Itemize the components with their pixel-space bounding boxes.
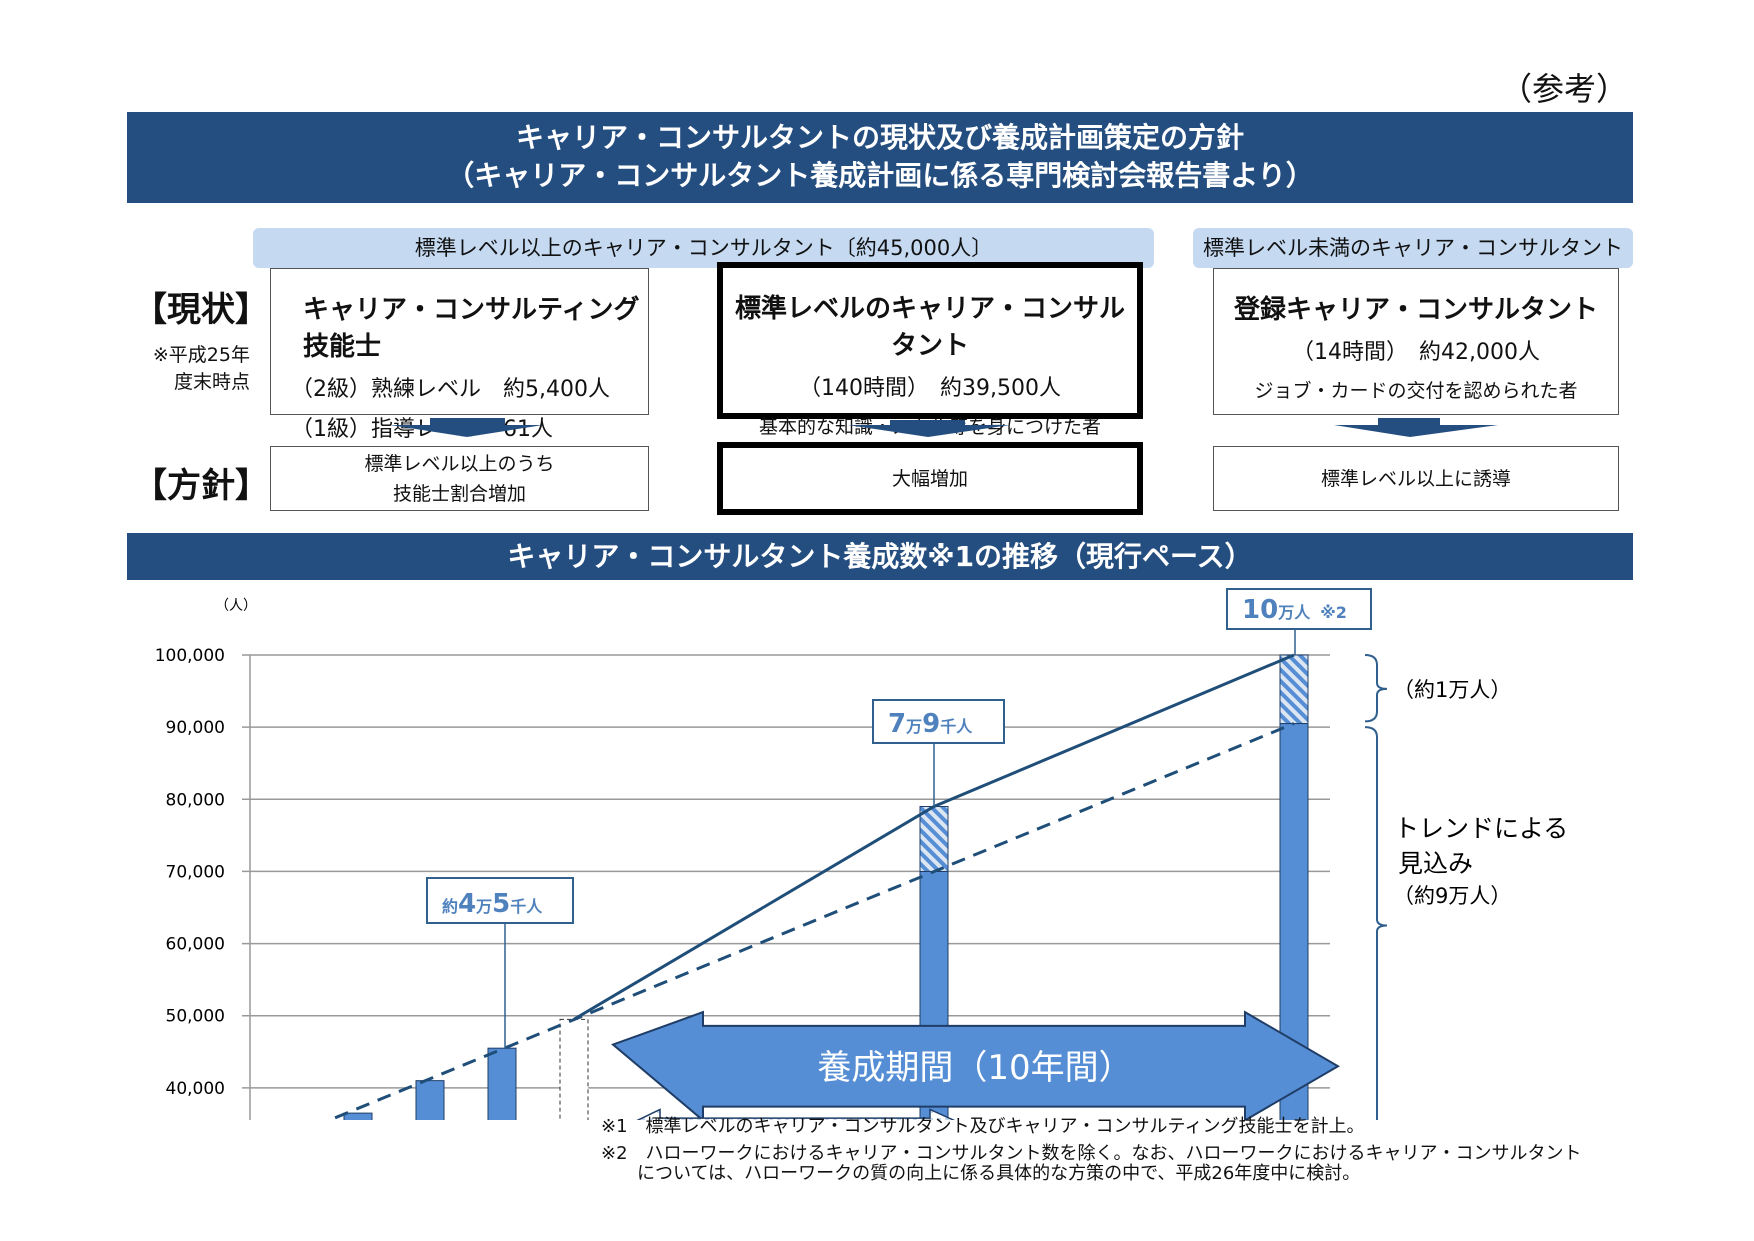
trend-label-3: （約9万人） [1393, 884, 1511, 908]
bar-hatched-extra [1279, 654, 1309, 725]
value-callout-box [1226, 588, 1372, 630]
policy-line: 技能士割合増加 [392, 482, 526, 505]
callout-part3: 千人 [940, 717, 973, 736]
title-line-1: キャリア・コンサルタントの現状及び養成計画策定の方針 [515, 121, 1244, 154]
value-callout-text: 10万人 ※2 [1242, 595, 1347, 625]
title-banner: キャリア・コンサルタントの現状及び養成計画策定の方針 （キャリア・コンサルタント… [127, 112, 1633, 203]
callout-big1: 4 [458, 889, 476, 919]
footnote-1: ※1 標準レベルのキャリア・コンサルタント及びキャリア・コンサルティング技能士を… [601, 1116, 1365, 1137]
callout-big2: 9 [922, 709, 940, 739]
callout-note: ※2 [1320, 603, 1347, 622]
bar [487, 1047, 517, 1120]
trend-label-1: トレンドによる [1394, 814, 1568, 843]
callout-big2: 5 [492, 889, 510, 919]
value-callout-box [426, 877, 574, 924]
series-line-dashed [325, 722, 1295, 1120]
callout-part3: 千人 [510, 897, 543, 916]
policy-box-skilled: 標準レベル以上のうち 技能士割合増加 [270, 446, 649, 511]
bar [415, 1080, 445, 1120]
group-header-below-standard: 標準レベル未満のキャリア・コンサルタント [1193, 228, 1633, 268]
policy-line: 大幅増加 [891, 467, 968, 490]
policy-label: 【方針】 [133, 466, 269, 506]
bar [343, 1112, 373, 1120]
policy-line: 標準レベル以上のうち [364, 452, 555, 475]
chart-banner: キャリア・コンサルタント養成数※1の推移（現行ペース） [127, 533, 1633, 580]
y-axis-unit: （人） [215, 598, 257, 614]
title-line-2: （キャリア・コンサルタント養成計画に係る専門検討会報告書より） [446, 159, 1314, 192]
policy-line: 標準レベル以上に誘導 [1320, 467, 1511, 490]
bar-projected [559, 1018, 589, 1120]
y-tick-label: 90,000 [166, 718, 225, 738]
box-title: キャリア・コンサルティング技能士 [303, 295, 640, 362]
callout-big1: 7 [888, 709, 906, 739]
down-arrow-icon [848, 420, 1010, 437]
policy-box-registered: 標準レベル以上に誘導 [1213, 446, 1619, 511]
down-arrow-icon [390, 418, 543, 437]
box-title: 標準レベルのキャリア・コンサルタント [734, 294, 1125, 361]
policy-box-standard: 大幅増加 [717, 442, 1143, 515]
y-tick-label: 100,000 [155, 646, 225, 666]
box-title: 登録キャリア・コンサルタント [1233, 295, 1598, 325]
callout-part1: 約 [442, 897, 458, 916]
down-arrows [390, 418, 1498, 437]
current-note-line-1: ※平成25年 [152, 344, 250, 366]
current-box-skilled: キャリア・コンサルティング技能士 （2級）熟練レベル 約5,400人 （1級）指… [270, 268, 649, 442]
y-tick-label: 60,000 [166, 935, 225, 955]
bracket-top-label: （約1万人） [1393, 678, 1511, 702]
chart: 30,00040,00050,00060,00070,00080,00090,0… [155, 588, 1568, 1120]
footnote-2a: ※2 ハローワークにおけるキャリア・コンサルタント数を除く。なお、ハローワークに… [601, 1143, 1582, 1164]
brace-top [1364, 654, 1388, 723]
callout-part2: 万 [475, 897, 492, 916]
y-tick-label: 80,000 [166, 790, 225, 810]
value-callout-text: 約4万5千人 [442, 889, 543, 919]
value-callout-box [872, 699, 1005, 744]
box-line: （14時間） 約42,000人 [1292, 340, 1540, 365]
bar-hatched-extra [919, 806, 949, 872]
callout-part2: 万 [905, 717, 922, 736]
intensive-period-arrow [636, 1108, 956, 1120]
trend-label-2: 見込み [1398, 849, 1473, 878]
down-arrow-icon [1334, 418, 1498, 437]
box-line: （2級）熟練レベル 約5,400人 [291, 377, 610, 402]
current-note-line-2: 度末時点 [173, 371, 250, 393]
reference-label: （参考） [1500, 70, 1629, 108]
training-period-label: 養成期間（10年間） [817, 1048, 1132, 1088]
y-tick-label: 70,000 [166, 862, 225, 882]
box-line: ジョブ・カードの交付を認められた者 [1254, 380, 1578, 402]
callout-part2: 万人 [1277, 603, 1311, 622]
y-tick-label: 40,000 [166, 1079, 225, 1099]
footnote-2b: については、ハローワークの質の向上に係る具体的な方策の中で、平成26年度中に検討… [601, 1163, 1361, 1184]
callout-big1: 10 [1242, 595, 1278, 625]
box-line: （140時間） 約39,500人 [799, 376, 1061, 401]
training-period-arrow [611, 1010, 1340, 1120]
current-label: 【現状】 [133, 290, 269, 330]
current-note: ※平成25年 度末時点 [130, 342, 250, 396]
group-header-above-standard: 標準レベル以上のキャリア・コンサルタント〔約45,000人〕 [253, 228, 1154, 268]
value-callout-text: 7万9千人 [888, 709, 973, 739]
brace-bottom [1364, 726, 1388, 1120]
current-box-registered: 登録キャリア・コンサルタント （14時間） 約42,000人 ジョブ・カードの交… [1213, 268, 1619, 415]
y-tick-label: 50,000 [166, 1007, 225, 1027]
